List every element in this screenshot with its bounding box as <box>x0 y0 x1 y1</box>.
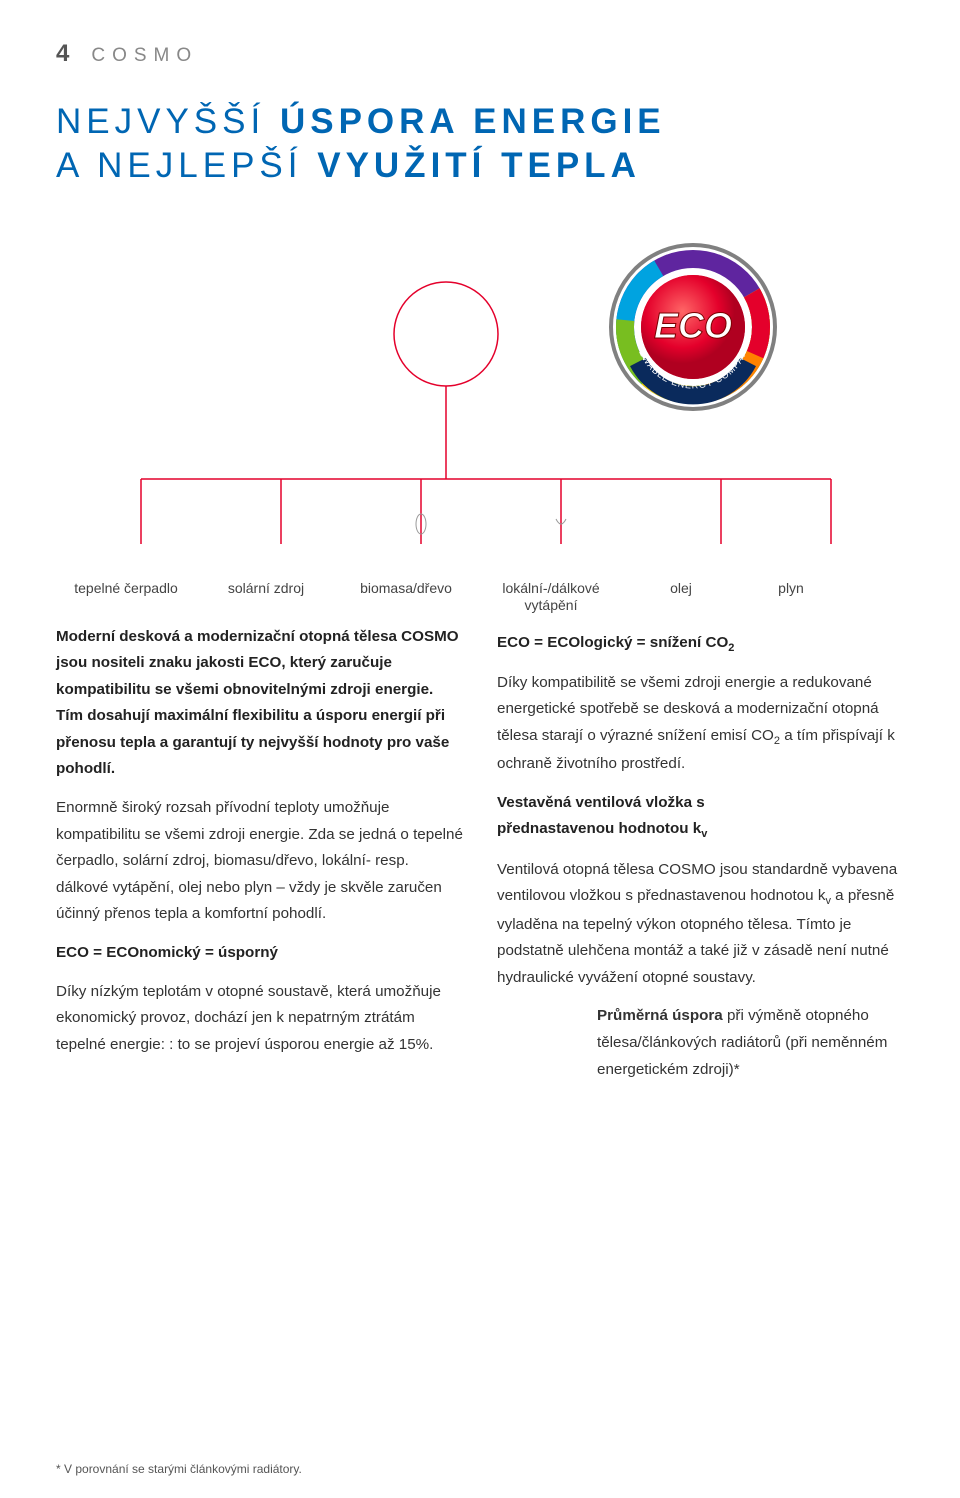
left-body2: Díky nízkým teplotám v otopné soustavě, … <box>56 979 463 1059</box>
right-body2: Ventilová otopná tělesa COSMO jsou stand… <box>497 857 904 992</box>
headline-1b: ÚSPORA ENERGIE <box>280 102 666 141</box>
eco-badge: ECO RENEWABLE ENERGY COMPATIBLE <box>608 242 778 412</box>
src-oil: olej <box>626 580 736 614</box>
page-header: 4 COSMO <box>56 40 904 68</box>
eco-badge-text: ECO <box>654 305 732 346</box>
src-heatpump: tepelné čerpadlo <box>56 580 196 614</box>
avg-savings: Průměrná úspora při výměně otopného těle… <box>497 1003 904 1083</box>
r-s1-pre: ECO = ECOlogický = snížení CO <box>497 634 728 651</box>
r-s2-l2sub: v <box>701 828 707 840</box>
right-section1-title: ECO = ECOlogický = snížení CO2 <box>497 630 904 658</box>
brand-label: COSMO <box>91 45 198 67</box>
page-number: 4 <box>56 40 69 68</box>
left-column: Moderní desková a modernizační otopná tě… <box>56 624 463 1096</box>
left-body1: Enormně široký rozsah přívodní teploty u… <box>56 795 463 928</box>
headline-2b: VYUŽITÍ TEPLA <box>317 146 641 185</box>
src-solar: solární zdroj <box>196 580 336 614</box>
headline-2a: A NEJLEPŠÍ <box>56 146 317 185</box>
right-body1: Díky kompatibilitě se všemi zdroji energ… <box>497 670 904 778</box>
right-section2-title: Vestavěná ventilová vložka s přednastave… <box>497 790 904 845</box>
r-s1-sub: 2 <box>728 642 734 654</box>
source-labels-row: tepelné čerpadlo solární zdroj biomasa/d… <box>56 580 904 614</box>
left-section-title: ECO = ECOnomický = úsporný <box>56 940 463 967</box>
src-biomass: biomasa/dřevo <box>336 580 476 614</box>
footnote: * V porovnání se starými článkovými radi… <box>56 1462 302 1476</box>
src-gas: plyn <box>736 580 846 614</box>
src-district: lokální-/dálkové vytápění <box>476 580 626 614</box>
headline-1a: NEJVYŠŠÍ <box>56 102 280 141</box>
r-s2-l2pre: přednastavenou hodnotou k <box>497 820 701 837</box>
r-s2-l1: Vestavěná ventilová vložka s <box>497 794 705 811</box>
energy-sources-diagram: ECO RENEWABLE ENERGY COMPATIBLE tepelné … <box>56 224 904 614</box>
right-column: ECO = ECOlogický = snížení CO2 Díky komp… <box>497 624 904 1096</box>
intro-bold: Moderní desková a modernizační otopná tě… <box>56 624 463 784</box>
avg-bold: Průměrná úspora <box>597 1007 727 1024</box>
headline: NEJVYŠŠÍ ÚSPORA ENERGIE A NEJLEPŠÍ VYUŽI… <box>56 100 904 188</box>
body-columns: Moderní desková a modernizační otopná tě… <box>56 624 904 1096</box>
